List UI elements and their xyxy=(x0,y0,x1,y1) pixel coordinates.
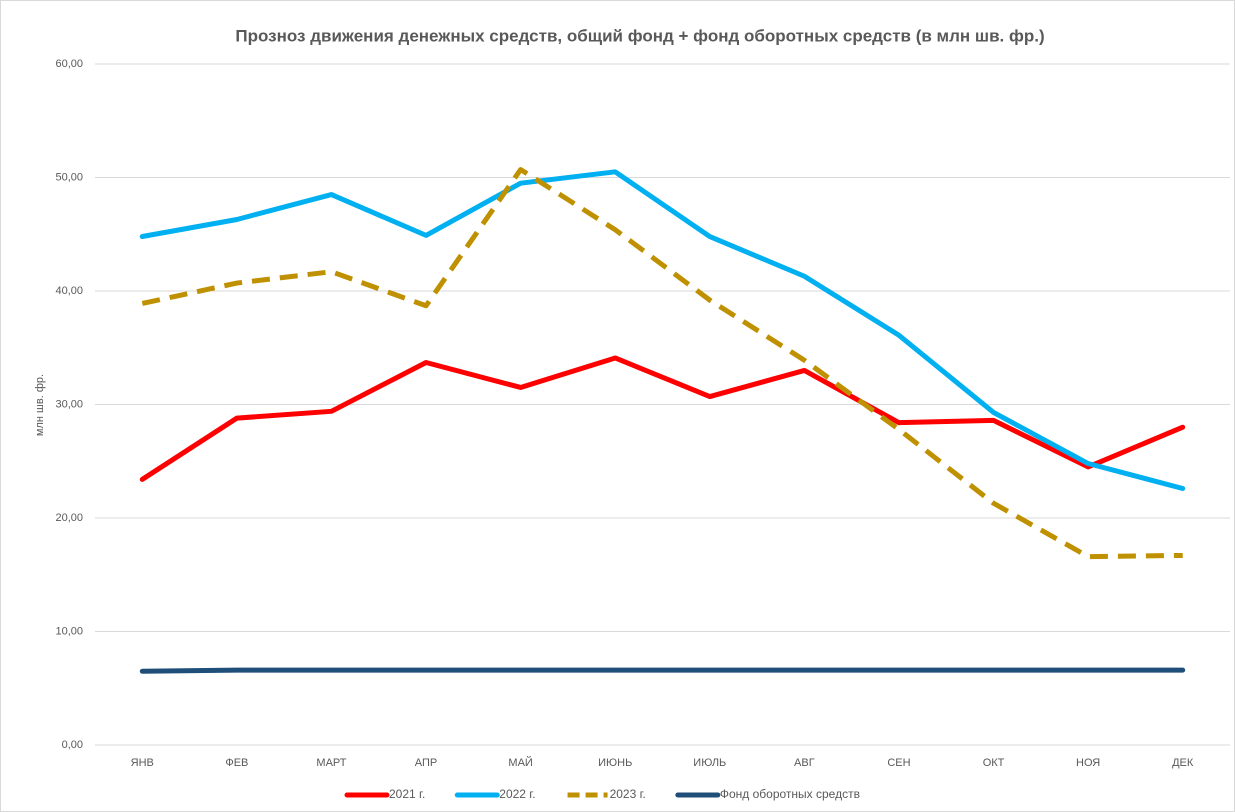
x-tick-label: НОЯ xyxy=(1076,757,1100,769)
legend-label: 2021 г. xyxy=(389,787,425,801)
series-line xyxy=(139,169,1186,491)
x-tick-label: ДЕК xyxy=(1172,757,1194,769)
y-axis-label: млн шв. фр. xyxy=(34,374,46,436)
chart-title: Прозноз движения денежных средств, общий… xyxy=(235,26,1044,45)
y-tick-label: 20,00 xyxy=(55,512,83,524)
y-tick-label: 10,00 xyxy=(55,625,83,637)
y-tick-label: 0,00 xyxy=(62,739,83,751)
series-line xyxy=(139,355,1186,482)
x-tick-label: ЯНВ xyxy=(131,757,154,769)
x-tick-label: СЕН xyxy=(887,757,910,769)
x-tick-label: АВГ xyxy=(794,757,815,769)
legend-label: Фонд оборотных средств xyxy=(720,787,860,801)
series-line xyxy=(139,667,1186,674)
x-tick-label: МАРТ xyxy=(316,757,346,769)
y-tick-label: 30,00 xyxy=(55,398,83,410)
x-tick-label: АПР xyxy=(415,757,437,769)
y-tick-label: 60,00 xyxy=(55,58,83,70)
series-line xyxy=(141,167,1183,560)
x-tick-label: ИЮЛЬ xyxy=(693,757,726,769)
y-tick-label: 40,00 xyxy=(55,285,83,297)
legend-label: 2023 г. xyxy=(610,787,646,801)
x-tick-label: МАЙ xyxy=(508,756,532,769)
x-tick-label: ОКТ xyxy=(983,757,1005,769)
x-tick-label: ФЕВ xyxy=(225,757,248,769)
x-tick-label: ИЮНЬ xyxy=(598,757,632,769)
legend-label: 2022 г. xyxy=(499,787,535,801)
y-tick-label: 50,00 xyxy=(55,171,83,183)
